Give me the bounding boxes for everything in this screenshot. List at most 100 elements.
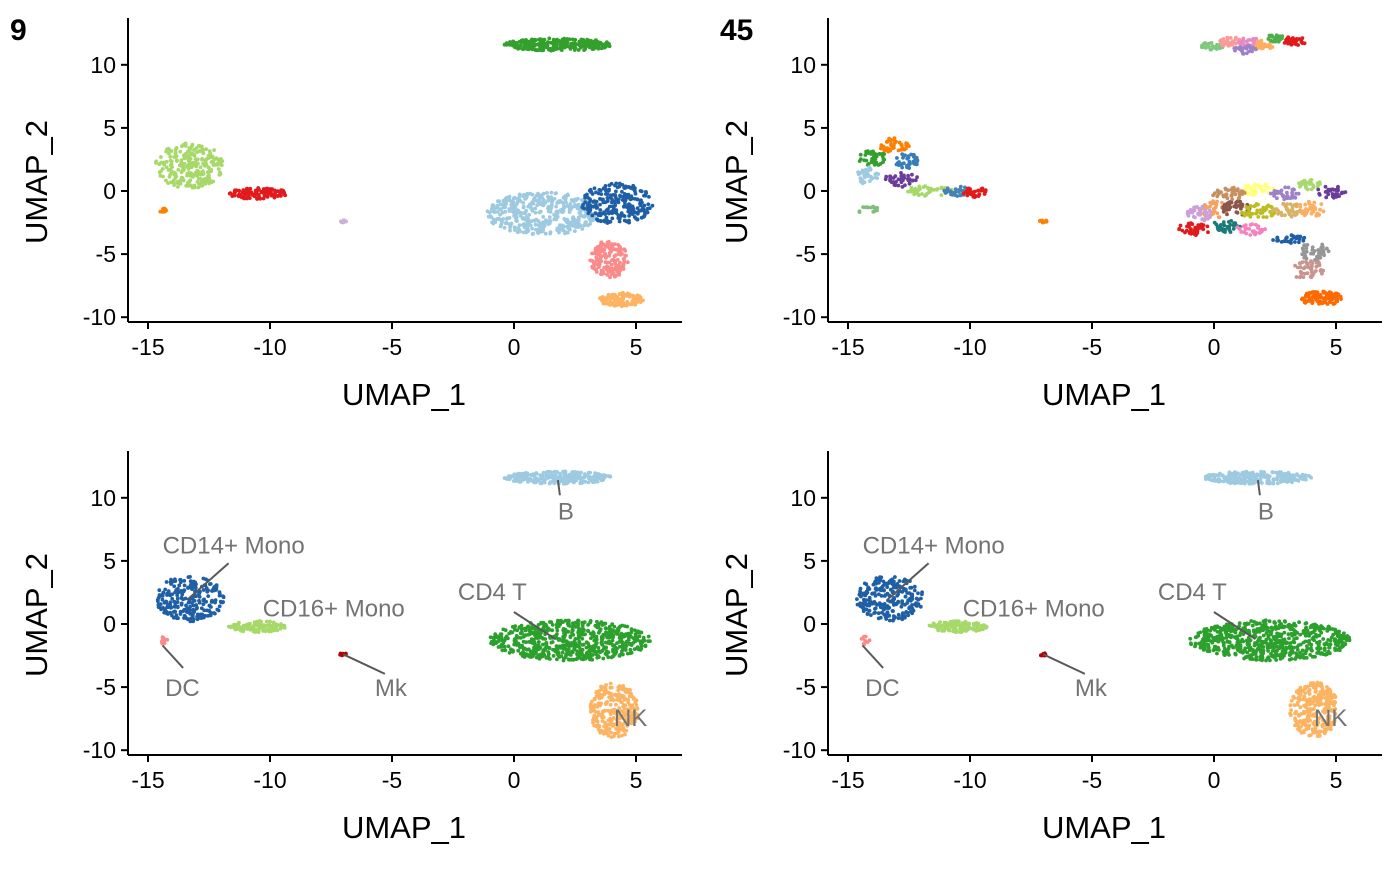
data-point — [591, 630, 595, 634]
data-point — [633, 628, 637, 632]
data-point — [591, 200, 595, 204]
data-point — [1293, 213, 1297, 217]
data-point — [1232, 227, 1236, 231]
x-tick-label: -15 — [131, 767, 164, 793]
data-point — [1234, 201, 1238, 205]
data-point — [609, 682, 613, 686]
data-point — [545, 191, 549, 195]
data-point — [497, 200, 501, 204]
data-point — [585, 640, 589, 644]
data-point — [542, 221, 546, 225]
data-point — [1229, 230, 1233, 234]
data-point — [547, 37, 551, 41]
data-point — [1308, 475, 1312, 479]
data-point — [169, 164, 173, 168]
data-point — [522, 205, 526, 209]
data-point — [535, 656, 539, 660]
data-point — [1287, 186, 1291, 190]
data-point — [916, 188, 920, 192]
data-point — [213, 612, 217, 616]
data-point — [618, 636, 622, 640]
data-point — [896, 161, 900, 165]
data-point — [173, 604, 177, 608]
data-point — [607, 254, 611, 258]
data-point — [564, 619, 568, 623]
data-point — [629, 692, 633, 696]
data-point — [159, 155, 163, 159]
data-point — [554, 192, 558, 196]
data-point — [187, 157, 191, 161]
data-point — [591, 721, 595, 725]
data-point — [1227, 471, 1231, 475]
data-point — [572, 481, 576, 485]
data-point — [595, 715, 599, 719]
data-point — [1297, 192, 1301, 196]
data-point — [174, 147, 178, 151]
data-point — [1303, 265, 1307, 269]
data-point — [901, 185, 905, 189]
data-point — [157, 603, 161, 607]
data-point — [946, 187, 950, 191]
data-point — [1283, 476, 1287, 480]
data-point — [1302, 237, 1306, 241]
data-point — [530, 48, 534, 52]
data-point — [522, 647, 526, 651]
data-point — [173, 610, 177, 614]
data-point — [1279, 192, 1283, 196]
data-point — [1228, 223, 1232, 227]
data-point — [552, 217, 556, 221]
data-point — [1283, 186, 1287, 190]
data-point — [591, 479, 595, 483]
data-point — [1210, 478, 1214, 482]
data-point — [1297, 240, 1301, 244]
data-point — [539, 481, 543, 485]
data-point — [859, 153, 863, 157]
data-point — [617, 273, 621, 277]
data-point — [875, 176, 879, 180]
y-tick-label: 0 — [803, 178, 816, 204]
x-tick-label: -10 — [253, 767, 286, 793]
y-axis-title: UMAP_2 — [719, 120, 754, 244]
data-point — [534, 643, 538, 647]
data-point — [1299, 274, 1303, 278]
data-point — [508, 216, 512, 220]
data-point — [546, 195, 550, 199]
data-point — [623, 697, 627, 701]
data-point — [530, 193, 534, 197]
data-point — [585, 646, 589, 650]
data-point — [1233, 189, 1237, 193]
data-point — [552, 480, 556, 484]
data-point — [1220, 473, 1224, 477]
data-point — [1241, 50, 1245, 54]
data-point — [266, 628, 270, 632]
data-point — [212, 158, 216, 162]
data-point — [612, 649, 616, 653]
data-point — [1310, 261, 1314, 265]
data-point — [534, 211, 538, 215]
x-tick-label: -10 — [253, 334, 286, 360]
data-point — [555, 629, 559, 633]
data-point — [1269, 205, 1273, 209]
data-point — [620, 211, 624, 215]
data-point — [257, 629, 261, 633]
data-point — [1221, 37, 1225, 41]
data-point — [160, 642, 164, 646]
data-point — [1300, 297, 1304, 301]
data-point — [184, 143, 188, 147]
data-point — [188, 605, 192, 609]
data-point — [1206, 225, 1210, 229]
data-point — [609, 731, 613, 735]
data-point — [606, 295, 610, 299]
data-point — [608, 44, 612, 48]
data-point — [1236, 471, 1240, 475]
data-point — [1300, 211, 1304, 215]
data-point — [1318, 193, 1322, 197]
data-point — [633, 189, 637, 193]
data-point — [548, 215, 552, 219]
cluster-2 — [156, 575, 226, 623]
data-point — [572, 218, 576, 222]
data-point — [1241, 471, 1245, 475]
data-point — [604, 187, 608, 191]
data-point — [607, 719, 611, 723]
data-point — [1262, 215, 1266, 219]
